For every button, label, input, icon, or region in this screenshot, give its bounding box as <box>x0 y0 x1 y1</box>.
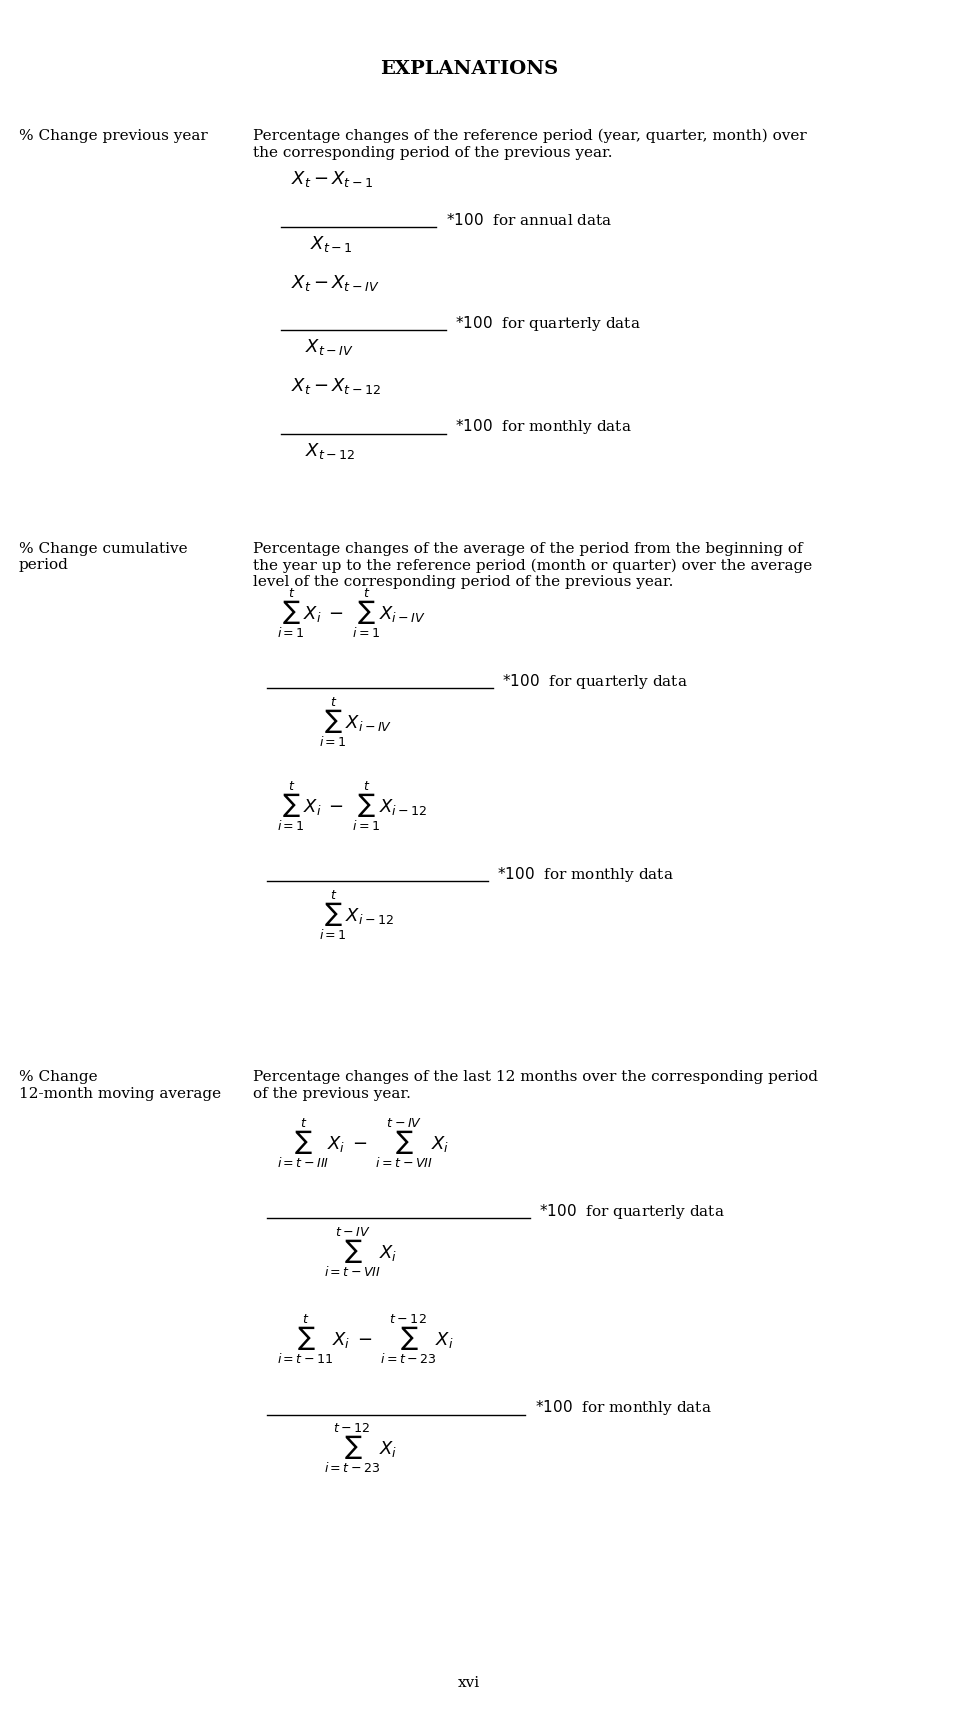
Text: $X_{t} - X_{t-1}$: $X_{t} - X_{t-1}$ <box>291 169 373 189</box>
Text: $X_{t-IV}$: $X_{t-IV}$ <box>305 337 353 358</box>
Text: $\sum_{i=t-VII}^{t-IV} X_{i}$: $\sum_{i=t-VII}^{t-IV} X_{i}$ <box>324 1225 396 1279</box>
Text: $*100$  for monthly data: $*100$ for monthly data <box>497 864 674 885</box>
Text: xvi: xvi <box>458 1676 480 1690</box>
Text: Percentage changes of the last 12 months over the corresponding period
of the pr: Percentage changes of the last 12 months… <box>253 1070 818 1101</box>
Text: % Change
12-month moving average: % Change 12-month moving average <box>19 1070 221 1101</box>
Text: $X_{t} - X_{t-IV}$: $X_{t} - X_{t-IV}$ <box>291 272 379 293</box>
Text: Percentage changes of the average of the period from the beginning of
the year u: Percentage changes of the average of the… <box>253 542 812 589</box>
Text: % Change cumulative
period: % Change cumulative period <box>19 542 187 573</box>
Text: $*100$  for monthly data: $*100$ for monthly data <box>535 1397 711 1418</box>
Text: $\sum_{i=1}^{t} X_{i-IV}$: $\sum_{i=1}^{t} X_{i-IV}$ <box>319 695 393 749</box>
Text: $X_{t-1}$: $X_{t-1}$ <box>309 234 352 255</box>
Text: $\sum_{i=t-11}^{t} X_{i}$$\;-\;$$\sum_{i=t-23}^{t-12} X_{i}$: $\sum_{i=t-11}^{t} X_{i}$$\;-\;$$\sum_{i… <box>276 1313 453 1366</box>
Text: $\sum_{i=t-III}^{t} X_{i}$$\;-\;$$\sum_{i=t-VII}^{t-IV} X_{i}$: $\sum_{i=t-III}^{t} X_{i}$$\;-\;$$\sum_{… <box>276 1117 448 1170</box>
Text: $*100$  for quarterly data: $*100$ for quarterly data <box>455 313 640 334</box>
Text: $\sum_{i=1}^{t} X_{i}$$\;-\;$$\sum_{i=1}^{t} X_{i-IV}$: $\sum_{i=1}^{t} X_{i}$$\;-\;$$\sum_{i=1}… <box>276 587 425 640</box>
Text: $\sum_{i=1}^{t} X_{i}$$\;-\;$$\sum_{i=1}^{t} X_{i-12}$: $\sum_{i=1}^{t} X_{i}$$\;-\;$$\sum_{i=1}… <box>276 780 427 833</box>
Text: Percentage changes of the reference period (year, quarter, month) over
the corre: Percentage changes of the reference peri… <box>253 129 807 160</box>
Text: $\sum_{i=1}^{t} X_{i-12}$: $\sum_{i=1}^{t} X_{i-12}$ <box>319 888 394 941</box>
Text: % Change previous year: % Change previous year <box>19 129 207 143</box>
Text: $*100$  for quarterly data: $*100$ for quarterly data <box>502 671 687 692</box>
Text: $*100$  for monthly data: $*100$ for monthly data <box>455 416 632 437</box>
Text: $*100$  for quarterly data: $*100$ for quarterly data <box>540 1201 725 1222</box>
Text: $*100$  for annual data: $*100$ for annual data <box>445 212 612 229</box>
Text: EXPLANATIONS: EXPLANATIONS <box>380 60 558 77</box>
Text: $X_{t-12}$: $X_{t-12}$ <box>305 441 355 461</box>
Text: $\sum_{i=t-23}^{t-12} X_{i}$: $\sum_{i=t-23}^{t-12} X_{i}$ <box>324 1422 396 1475</box>
Text: $X_{t} - X_{t-12}$: $X_{t} - X_{t-12}$ <box>291 375 381 396</box>
